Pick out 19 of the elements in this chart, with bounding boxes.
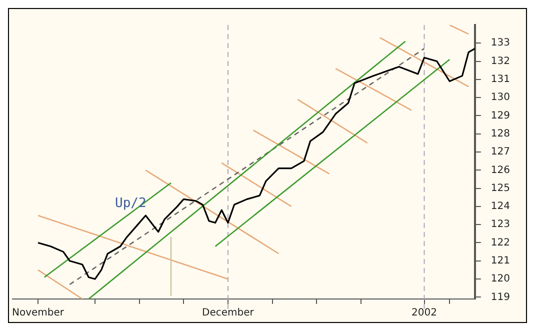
y-tick-label: 129: [490, 110, 510, 122]
x-tick-label: December: [202, 308, 255, 319]
y-tick-label: 125: [490, 182, 510, 194]
y-tick-label: 133: [490, 38, 510, 49]
annotation: Up/2: [115, 196, 146, 211]
y-tick-label: 131: [490, 74, 510, 86]
y-tick-label: 132: [490, 56, 510, 67]
y-tick-label: 119: [490, 292, 510, 303]
y-tick-label: 123: [490, 219, 510, 230]
y-tick-label: 120: [490, 274, 510, 285]
y-tick-label: 130: [490, 92, 510, 104]
x-tick-label: 2002: [412, 308, 437, 319]
y-tick-label: 128: [490, 128, 510, 140]
y-tick-label: 124: [490, 201, 510, 212]
y-tick-label: 121: [490, 255, 510, 266]
y-tick-label: 127: [490, 146, 510, 158]
y-tick-label: 122: [490, 237, 510, 248]
y-tick-label: 126: [490, 164, 510, 176]
x-tick-label: November: [12, 308, 65, 319]
